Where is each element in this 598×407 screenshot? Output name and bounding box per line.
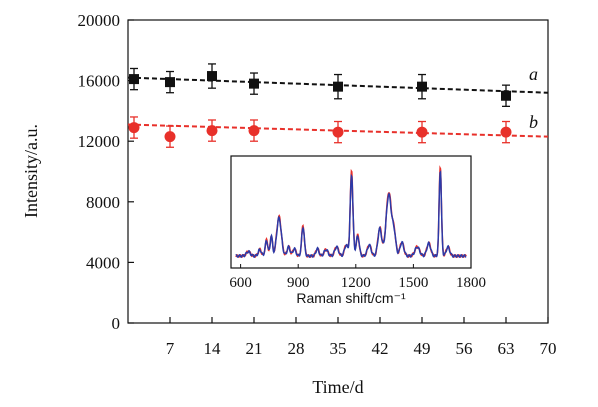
y-tick-label: 8000 bbox=[86, 193, 120, 212]
x-tick-label: 28 bbox=[288, 339, 305, 358]
inset-tick-label: 1800 bbox=[456, 275, 486, 291]
data-point-a bbox=[249, 78, 259, 89]
data-point-a bbox=[165, 77, 175, 88]
inset-tick-label: 600 bbox=[229, 275, 252, 291]
x-tick-label: 21 bbox=[246, 339, 263, 358]
data-point-b bbox=[164, 131, 176, 143]
series-label-a: a bbox=[529, 64, 538, 84]
inset-x-ticks: 600 900 1200 1500 1800 bbox=[229, 264, 486, 291]
data-point-a bbox=[333, 81, 343, 92]
inset-tick-label: 1500 bbox=[398, 275, 428, 291]
y-tick-label: 16000 bbox=[78, 72, 121, 91]
y-axis-ticks: 0 4000 8000 12000 16000 20000 bbox=[78, 11, 134, 333]
x-tick-label: 42 bbox=[372, 339, 389, 358]
data-point-a bbox=[501, 90, 511, 101]
inset-spectrum-blue bbox=[235, 170, 467, 259]
inset-spectra bbox=[235, 165, 467, 259]
y-tick-label: 12000 bbox=[78, 132, 121, 151]
x-tick-label: 70 bbox=[540, 339, 557, 358]
x-tick-label: 35 bbox=[330, 339, 347, 358]
x-axis-ticks: 7 14 21 28 35 42 49 56 63 70 bbox=[166, 317, 557, 358]
x-tick-label: 49 bbox=[414, 339, 431, 358]
x-tick-label: 14 bbox=[204, 339, 222, 358]
inset-tick-label: 1200 bbox=[341, 275, 371, 291]
inset-tick-label: 900 bbox=[287, 275, 310, 291]
y-tick-label: 0 bbox=[112, 314, 121, 333]
x-tick-label: 7 bbox=[166, 339, 175, 358]
y-tick-label: 4000 bbox=[86, 253, 120, 272]
series-label-b: b bbox=[529, 112, 538, 132]
y-axis-title: Intensity/a.u. bbox=[21, 124, 41, 218]
data-points bbox=[128, 63, 512, 148]
data-point-b bbox=[248, 125, 260, 137]
x-axis-title: Time/d bbox=[312, 377, 363, 397]
data-point-a bbox=[207, 71, 217, 82]
data-point-b bbox=[206, 125, 218, 137]
data-point-a bbox=[417, 81, 427, 92]
inset-x-title: Raman shift/cm⁻¹ bbox=[296, 290, 406, 306]
y-tick-label: 20000 bbox=[78, 11, 121, 30]
data-point-b bbox=[416, 126, 428, 138]
x-tick-label: 63 bbox=[498, 339, 515, 358]
data-point-b bbox=[500, 126, 512, 138]
data-point-a bbox=[129, 74, 139, 85]
x-tick-label: 56 bbox=[456, 339, 473, 358]
data-point-b bbox=[332, 126, 344, 138]
data-point-b bbox=[128, 122, 140, 134]
